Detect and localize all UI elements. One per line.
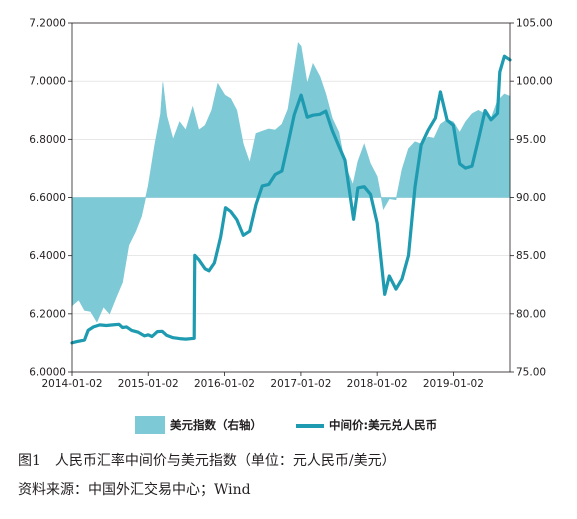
left-tick-label-1: 6.2000 bbox=[29, 308, 66, 320]
chart: 6.0000 6.2000 6.4000 6.6000 6.8000 7.0000 7.20… bbox=[29, 18, 553, 434]
left-tick-label-5: 7.0000 bbox=[29, 76, 66, 88]
right-tick-label-1: 80.00 bbox=[516, 308, 546, 320]
dollar-index-area bbox=[71, 42, 511, 323]
legend-label-dollar-index: 美元指数（右轴） bbox=[170, 418, 262, 432]
x-tick-label-5: 2019-01-02 bbox=[423, 378, 484, 390]
left-tick-label-4: 6.8000 bbox=[29, 134, 66, 146]
x-tick-label-3: 2017-01-02 bbox=[270, 378, 331, 390]
right-tick-label-3: 90.00 bbox=[516, 192, 546, 204]
legend: 美元指数（右轴） 中间价:美元兑人民币 bbox=[135, 416, 437, 434]
x-tick-label-0: 2014-01-02 bbox=[41, 378, 102, 390]
left-tick-label-0: 6.0000 bbox=[29, 367, 66, 379]
left-tick-label-2: 6.4000 bbox=[29, 250, 66, 262]
right-tick-label-5: 100.00 bbox=[516, 76, 553, 88]
x-tick-label-4: 2018-01-02 bbox=[347, 378, 408, 390]
left-tick-label-3: 6.6000 bbox=[29, 192, 66, 204]
right-tick-label-2: 85.00 bbox=[516, 250, 546, 262]
x-axis-ticks: 2014-01-02 2015-01-02 2016-01-02 2017-01-02… bbox=[41, 372, 484, 390]
right-tick-label-0: 75.00 bbox=[516, 367, 546, 379]
source-note: 资料来源：中国外汇交易中心；Wind bbox=[18, 482, 251, 498]
left-axis-ticks: 6.0000 6.2000 6.4000 6.6000 6.8000 7.0000 7.20… bbox=[29, 18, 72, 379]
x-tick-label-2: 2016-01-02 bbox=[194, 378, 255, 390]
legend-label-central-parity: 中间价:美元兑人民币 bbox=[329, 418, 437, 432]
usdcny-central-parity-line bbox=[70, 54, 512, 345]
right-axis-ticks: 75.00 80.00 85.00 90.00 95.00 100.00 105.00 bbox=[510, 18, 553, 379]
legend-swatch-dollar-index bbox=[135, 416, 165, 434]
x-tick-label-1: 2015-01-02 bbox=[118, 378, 179, 390]
right-tick-label-4: 95.00 bbox=[516, 134, 546, 146]
left-tick-label-6: 7.2000 bbox=[29, 18, 66, 30]
right-tick-label-6: 105.00 bbox=[516, 18, 553, 30]
figure-caption: 图1 人民币汇率中间价与美元指数（单位：元人民币/美元） bbox=[18, 453, 396, 469]
